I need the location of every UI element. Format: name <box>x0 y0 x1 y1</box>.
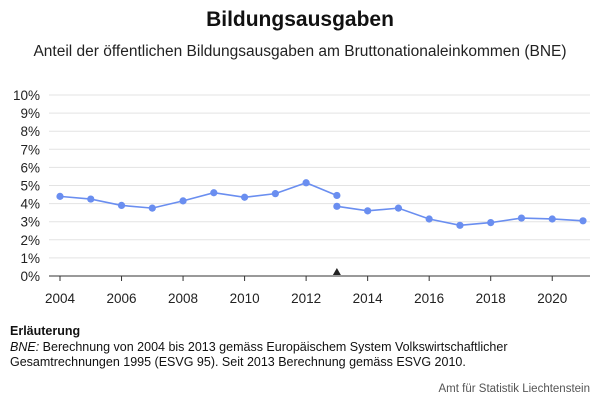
series-line <box>59 181 338 209</box>
y-tick-label: 2% <box>20 233 40 248</box>
data-point <box>456 221 464 229</box>
break-marker-triangle <box>332 268 341 275</box>
y-tick-label: 0% <box>20 269 40 284</box>
data-point <box>117 201 126 210</box>
data-point <box>333 191 341 200</box>
x-tick-label: 2006 <box>107 291 137 306</box>
y-tick-label: 5% <box>20 179 40 194</box>
y-tick-label: 6% <box>20 160 40 175</box>
data-point <box>271 190 279 198</box>
y-tick-label: 1% <box>20 251 40 266</box>
data-point <box>210 189 218 197</box>
data-point <box>302 179 310 187</box>
y-tick-label: 3% <box>20 215 40 230</box>
data-point <box>333 202 341 210</box>
x-tick-label: 2020 <box>537 291 567 306</box>
x-tick-label: 2012 <box>291 291 321 306</box>
data-point <box>56 192 64 200</box>
data-point <box>394 204 403 212</box>
data-point <box>148 204 156 212</box>
line-chart: 0% 1% 2% 3% 4% 5% 6% 7% 8% 9% 10% 2004 2006 2008 2010 2… <box>13 88 590 306</box>
x-tick-label: 2010 <box>230 291 260 306</box>
data-point <box>487 219 495 227</box>
x-tick-label: 2014 <box>353 291 384 306</box>
chart-title: Bildungsausgaben <box>206 8 394 31</box>
x-tick-label: 2004 <box>45 291 76 306</box>
data-point <box>425 215 433 223</box>
data-point <box>179 197 187 205</box>
data-point <box>548 215 556 223</box>
y-tick-label: 10% <box>13 88 40 103</box>
source-credit: Amt für Statistik Liechtenstein <box>438 383 590 395</box>
footnote-abbreviation: BNE: <box>10 339 40 354</box>
x-tick-label: 2016 <box>414 291 444 306</box>
data-point <box>364 207 372 215</box>
y-tick-label: 9% <box>20 106 40 121</box>
x-tick-label: 2008 <box>168 291 198 306</box>
y-tick-label: 7% <box>20 142 40 157</box>
y-tick-label: 8% <box>20 124 40 139</box>
x-tick-label: 2018 <box>476 291 506 306</box>
data-point <box>87 195 95 203</box>
data-point <box>517 214 526 222</box>
footnote-heading: Erläuterung <box>10 324 81 338</box>
footnote-text: Berechnung von 2004 bis 2013 gemäss Euro… <box>10 339 508 370</box>
chart-subtitle: Anteil der öffentlichen Bildungsausgaben… <box>33 43 567 60</box>
data-point <box>579 217 587 225</box>
footnote: Erläuterung BNE: Berechnung von 2004 bis… <box>10 324 590 371</box>
data-point <box>240 193 249 201</box>
y-tick-label: 4% <box>20 197 40 212</box>
